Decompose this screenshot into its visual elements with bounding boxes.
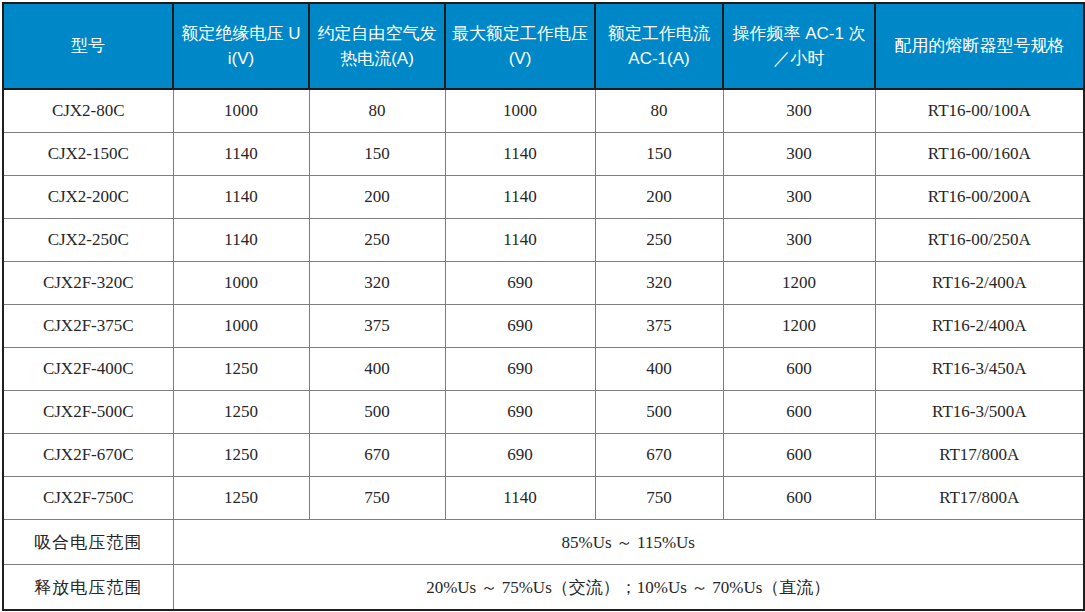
- header-cell-working-current: 额定工作电流 AC-1(A): [595, 3, 723, 89]
- table-cell: CJX2F-500C: [3, 391, 173, 434]
- table-cell: 600: [723, 477, 875, 520]
- table-cell: 690: [445, 262, 595, 305]
- footer-label-cell: 释放电压范围: [3, 565, 173, 611]
- table-cell: 1250: [173, 348, 309, 391]
- table-cell: CJX2F-750C: [3, 477, 173, 520]
- table-cell: 375: [309, 305, 445, 348]
- table-cell: 400: [595, 348, 723, 391]
- table-row: CJX2F-400C 1250 400 690 400 600 RT16-3/4…: [3, 348, 1084, 391]
- header-cell-model: 型号: [3, 3, 173, 89]
- table-cell: 150: [595, 133, 723, 176]
- table-cell: 80: [309, 89, 445, 133]
- table-row: CJX2-80C 1000 80 1000 80 300 RT16-00/100…: [3, 89, 1084, 133]
- table-cell: RT16-00/200A: [875, 176, 1084, 219]
- table-cell: 1250: [173, 434, 309, 477]
- table-row: CJX2-200C 1140 200 1140 200 300 RT16-00/…: [3, 176, 1084, 219]
- table-cell: RT16-00/160A: [875, 133, 1084, 176]
- table-cell: 670: [595, 434, 723, 477]
- table-cell: 400: [309, 348, 445, 391]
- table-cell: RT17/800A: [875, 434, 1084, 477]
- table-row: CJX2F-320C 1000 320 690 320 1200 RT16-2/…: [3, 262, 1084, 305]
- table-cell: 690: [445, 305, 595, 348]
- table-cell: 375: [595, 305, 723, 348]
- table-cell: 200: [309, 176, 445, 219]
- table-cell: 200: [595, 176, 723, 219]
- table-cell: RT16-3/450A: [875, 348, 1084, 391]
- table-cell: 690: [445, 391, 595, 434]
- table-cell: CJX2-150C: [3, 133, 173, 176]
- table-cell: 1140: [173, 133, 309, 176]
- table-cell: RT16-00/100A: [875, 89, 1084, 133]
- footer-value-cell: 20%Us ～ 75%Us（交流）；10%Us ～ 70%Us（直流）: [173, 565, 1084, 611]
- table-cell: 1200: [723, 305, 875, 348]
- table-cell: 1000: [173, 262, 309, 305]
- table-cell: 1140: [445, 133, 595, 176]
- header-cell-max-working-voltage: 最大额定工作电压(V): [445, 3, 595, 89]
- table-cell: 320: [309, 262, 445, 305]
- footer-row-release-voltage: 释放电压范围 20%Us ～ 75%Us（交流）；10%Us ～ 70%Us（直…: [3, 565, 1084, 611]
- table-cell: 1000: [173, 305, 309, 348]
- table-cell: RT16-3/500A: [875, 391, 1084, 434]
- table-cell: 150: [309, 133, 445, 176]
- table-cell: 690: [445, 348, 595, 391]
- footer-label-cell: 吸合电压范围: [3, 520, 173, 565]
- table-cell: 600: [723, 434, 875, 477]
- table-cell: 600: [723, 391, 875, 434]
- table-cell: 750: [309, 477, 445, 520]
- table-cell: 690: [445, 434, 595, 477]
- table-cell: RT16-00/250A: [875, 219, 1084, 262]
- table-cell: 750: [595, 477, 723, 520]
- header-cell-fuse-spec: 配用的熔断器型号规格: [875, 3, 1084, 89]
- table-cell: 250: [309, 219, 445, 262]
- table-cell: 80: [595, 89, 723, 133]
- table-cell: 600: [723, 348, 875, 391]
- table-cell: 300: [723, 219, 875, 262]
- header-cell-operating-frequency: 操作频率 AC-1 次／小时: [723, 3, 875, 89]
- table-cell: 500: [595, 391, 723, 434]
- header-cell-insulation-voltage: 额定绝缘电压 Ui(V): [173, 3, 309, 89]
- table-row: CJX2F-670C 1250 670 690 670 600 RT17/800…: [3, 434, 1084, 477]
- table-cell: CJX2-200C: [3, 176, 173, 219]
- table-cell: CJX2-250C: [3, 219, 173, 262]
- table-cell: 250: [595, 219, 723, 262]
- table-cell: RT16-2/400A: [875, 305, 1084, 348]
- spec-table: 型号 额定绝缘电压 Ui(V) 约定自由空气发热电流(A) 最大额定工作电压(V…: [2, 2, 1085, 611]
- table-cell: 300: [723, 176, 875, 219]
- table-cell: 1140: [445, 219, 595, 262]
- footer-value-cell: 85%Us ～ 115%Us: [173, 520, 1084, 565]
- table-cell: CJX2F-375C: [3, 305, 173, 348]
- table-cell: 1140: [173, 219, 309, 262]
- table-cell: CJX2-80C: [3, 89, 173, 133]
- table-cell: 1140: [445, 176, 595, 219]
- table-cell: RT16-2/400A: [875, 262, 1084, 305]
- table-cell: 1000: [173, 89, 309, 133]
- table-row: CJX2F-500C 1250 500 690 500 600 RT16-3/5…: [3, 391, 1084, 434]
- table-row: CJX2F-375C 1000 375 690 375 1200 RT16-2/…: [3, 305, 1084, 348]
- table-cell: 1000: [445, 89, 595, 133]
- table-row: CJX2-250C 1140 250 1140 250 300 RT16-00/…: [3, 219, 1084, 262]
- table-cell: 500: [309, 391, 445, 434]
- table-cell: 300: [723, 89, 875, 133]
- table-cell: CJX2F-400C: [3, 348, 173, 391]
- table-cell: 300: [723, 133, 875, 176]
- table-cell: 1140: [445, 477, 595, 520]
- table-row: CJX2F-750C 1250 750 1140 750 600 RT17/80…: [3, 477, 1084, 520]
- table-cell: 670: [309, 434, 445, 477]
- page-wrapper: 型号 额定绝缘电压 Ui(V) 约定自由空气发热电流(A) 最大额定工作电压(V…: [0, 0, 1085, 612]
- table-cell: CJX2F-670C: [3, 434, 173, 477]
- table-cell: RT17/800A: [875, 477, 1084, 520]
- table-row: CJX2-150C 1140 150 1140 150 300 RT16-00/…: [3, 133, 1084, 176]
- table-cell: 1250: [173, 391, 309, 434]
- footer-row-pull-in-voltage: 吸合电压范围 85%Us ～ 115%Us: [3, 520, 1084, 565]
- table-cell: 1140: [173, 176, 309, 219]
- table-cell: CJX2F-320C: [3, 262, 173, 305]
- table-cell: 1250: [173, 477, 309, 520]
- header-cell-thermal-current: 约定自由空气发热电流(A): [309, 3, 445, 89]
- table-cell: 1200: [723, 262, 875, 305]
- table-cell: 320: [595, 262, 723, 305]
- header-row: 型号 额定绝缘电压 Ui(V) 约定自由空气发热电流(A) 最大额定工作电压(V…: [3, 3, 1084, 89]
